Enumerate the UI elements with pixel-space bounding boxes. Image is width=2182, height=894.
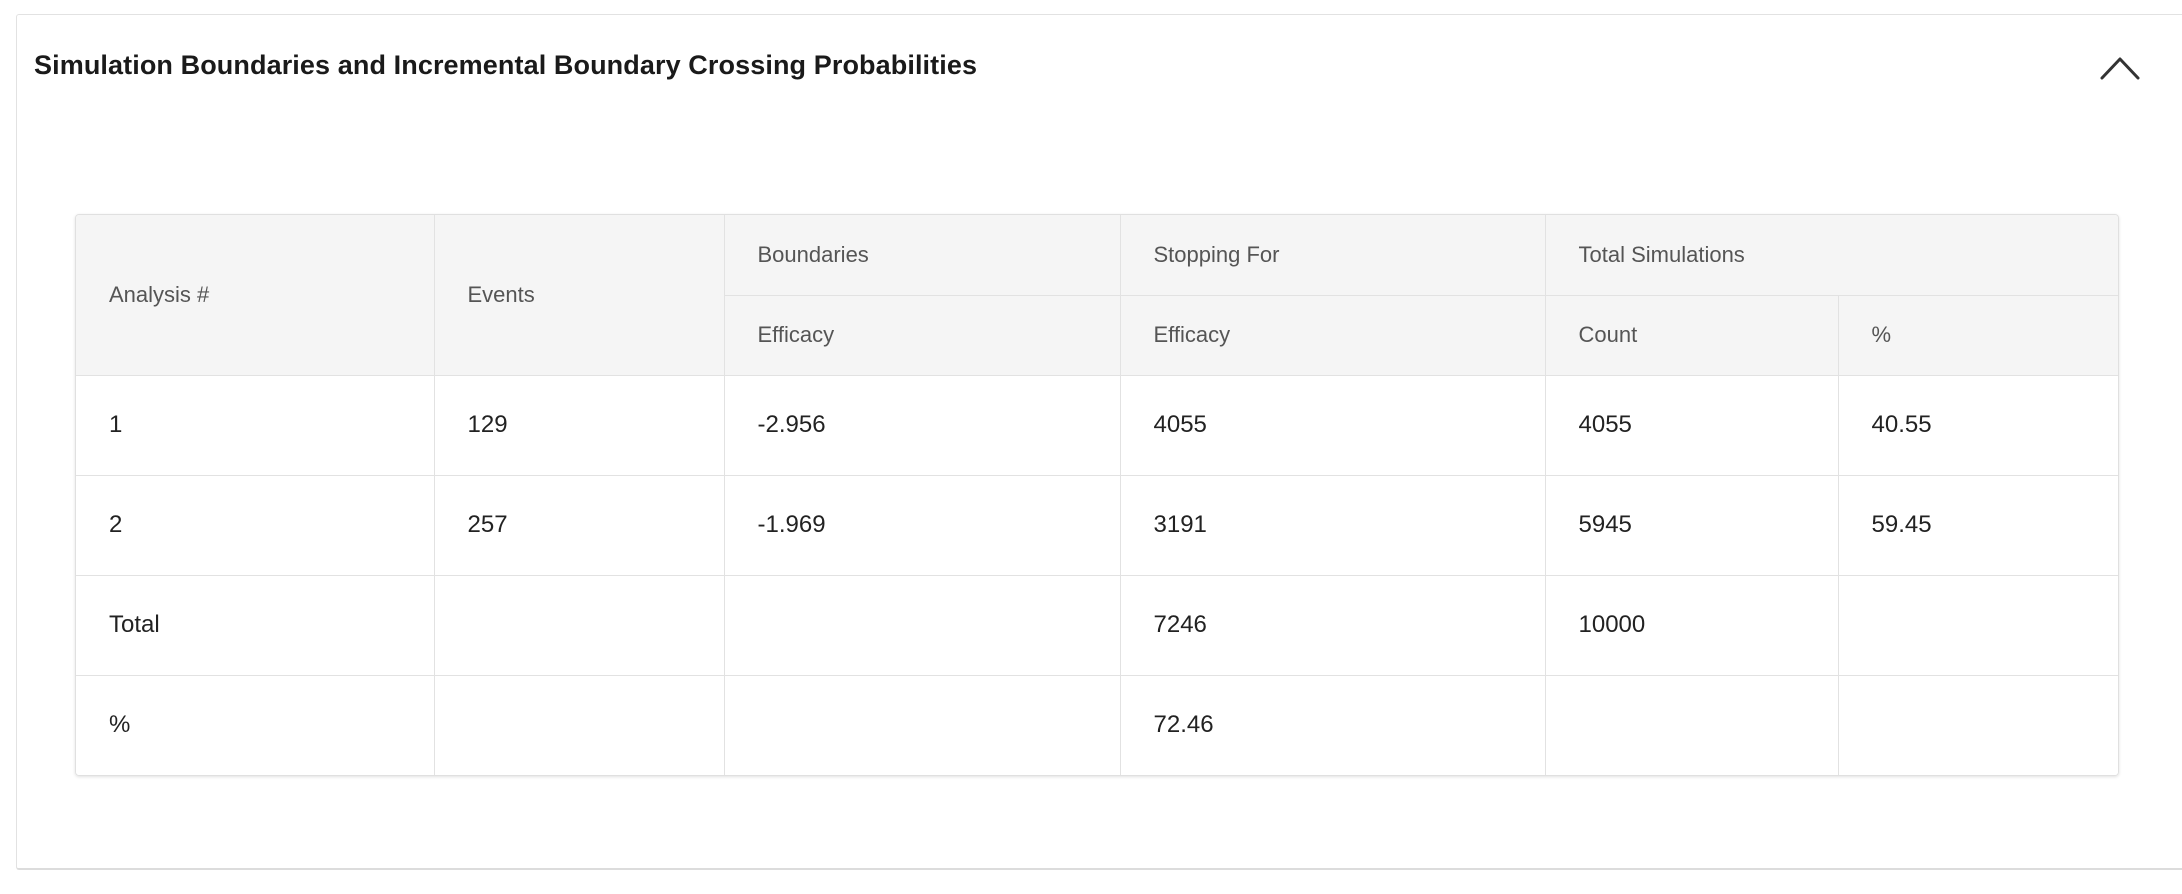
cell-boundary-efficacy: -1.969	[723, 474, 1121, 576]
chevron-up-icon	[2100, 57, 2140, 80]
cell-count: 5945	[1544, 474, 1839, 576]
cell-analysis: Total	[76, 574, 435, 676]
cell-percent	[1837, 574, 2118, 676]
cell-count: 4055	[1544, 374, 1839, 476]
header-boundaries: Boundaries	[723, 215, 1121, 296]
simulation-table: Analysis # Events Boundaries Stopping Fo…	[75, 214, 2119, 776]
header-analysis: Analysis #	[76, 215, 435, 376]
cell-events: 257	[433, 474, 725, 576]
cell-events	[433, 674, 725, 775]
header-count: Count	[1544, 294, 1839, 376]
header-stopping-efficacy: Efficacy	[1119, 294, 1546, 376]
header-row-group: Analysis # Events Boundaries Stopping Fo…	[76, 215, 2118, 376]
cell-percent	[1837, 674, 2118, 775]
table-row: 2 257 -1.969 3191 5945 59.45	[76, 474, 2118, 576]
collapse-button[interactable]	[2096, 48, 2144, 84]
cell-analysis: %	[76, 674, 435, 775]
cell-analysis: 1	[76, 374, 435, 476]
cell-stopping-efficacy: 7246	[1119, 574, 1546, 676]
cell-percent: 59.45	[1837, 474, 2118, 576]
cell-stopping-efficacy: 72.46	[1119, 674, 1546, 775]
panel-title: Simulation Boundaries and Incremental Bo…	[34, 50, 978, 80]
header-events: Events	[433, 215, 725, 376]
header-boundaries-efficacy: Efficacy	[724, 294, 1121, 376]
cell-count	[1544, 674, 1839, 775]
table-row: 1 129 -2.956 4055 4055 40.55	[76, 374, 2118, 476]
header-row-sub: Efficacy Efficacy Count %	[76, 294, 2118, 376]
cell-stopping-efficacy: 4055	[1119, 374, 1546, 476]
cell-boundary-efficacy: -2.956	[723, 374, 1121, 476]
header-stopping-for: Stopping For	[1119, 215, 1546, 296]
table-row-percent: % 72.46	[76, 674, 2118, 775]
cell-events	[433, 574, 725, 676]
header-percent: %	[1837, 294, 2118, 376]
cell-events: 129	[433, 374, 725, 476]
cell-count: 10000	[1544, 574, 1839, 676]
cell-boundary-efficacy	[723, 674, 1121, 775]
cell-percent: 40.55	[1837, 374, 2118, 476]
table-row-total: Total 7246 10000	[76, 574, 2118, 676]
cell-analysis: 2	[76, 474, 435, 576]
header-total-simulations: Total Simulations	[1544, 215, 2118, 296]
cell-stopping-efficacy: 3191	[1119, 474, 1546, 576]
cell-boundary-efficacy	[723, 574, 1121, 676]
